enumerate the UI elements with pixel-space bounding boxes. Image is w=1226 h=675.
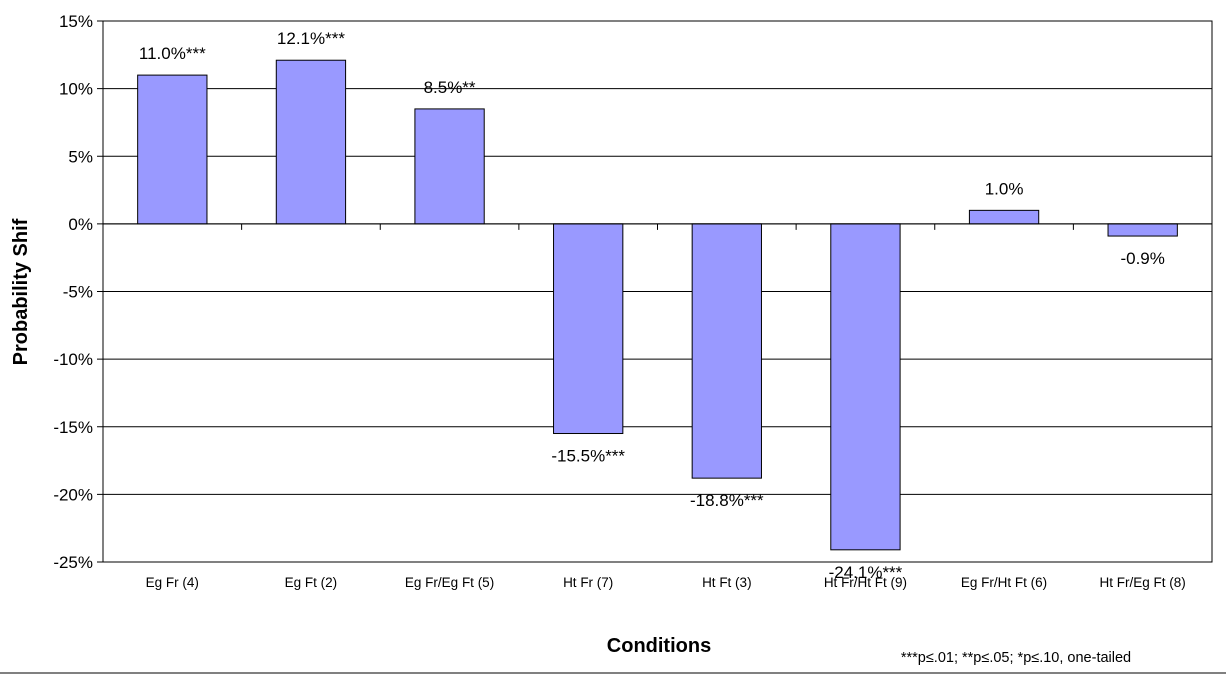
axes [97, 20, 1213, 563]
category-label: Ht Fr/Eg Ft (8) [1100, 575, 1186, 590]
data-label: -0.9% [1120, 249, 1164, 268]
bar [275, 59, 347, 225]
data-label: -15.5%*** [551, 447, 625, 466]
y-tick-label: -15% [53, 418, 93, 437]
category-label: Ht Fr/Ht Ft (9) [824, 575, 907, 590]
data-label: 8.5%** [424, 78, 476, 97]
y-tick-label: 0% [68, 215, 93, 234]
y-tick-label: -20% [53, 485, 93, 504]
bars [137, 59, 1178, 551]
y-tick-label: -25% [53, 553, 93, 572]
category-label: Eg Fr/Ht Ft (6) [961, 575, 1047, 590]
labels: 15% 10% 5% 0% -5% -10% -15% -20% -25% Eg Fr (4) Eg… [53, 12, 1186, 590]
footnote: ***p≤.01; **p≤.05; *p≤.10, one-tailed [901, 650, 1131, 666]
category-label: Eg Fr (4) [146, 575, 199, 590]
category-label: Eg Fr/Eg Ft (5) [405, 575, 494, 590]
y-axis-title: Probability Shif [10, 218, 32, 365]
bar [830, 223, 901, 551]
bar [968, 209, 1040, 225]
data-label: -18.8%*** [690, 491, 764, 510]
category-label: Eg Ft (2) [285, 575, 338, 590]
category-label: Ht Ft (3) [702, 575, 752, 590]
bar [553, 223, 624, 435]
bar [691, 223, 762, 479]
y-tick-label: 15% [59, 12, 93, 31]
bar [137, 74, 208, 225]
data-label: 1.0% [985, 179, 1024, 198]
y-tick-label: -5% [63, 283, 93, 302]
y-tick-label: 5% [68, 147, 93, 166]
y-tick-label: 10% [59, 80, 93, 99]
data-label: -24.1%*** [829, 563, 903, 582]
y-tick-label: -10% [53, 350, 93, 369]
bar [1107, 223, 1178, 237]
grid-lines [102, 20, 1213, 563]
data-label: 12.1%*** [277, 29, 345, 48]
x-axis-title: Conditions [607, 635, 711, 657]
category-label: Ht Fr (7) [563, 575, 613, 590]
bar [414, 108, 485, 225]
data-label: 11.0%*** [139, 44, 206, 63]
